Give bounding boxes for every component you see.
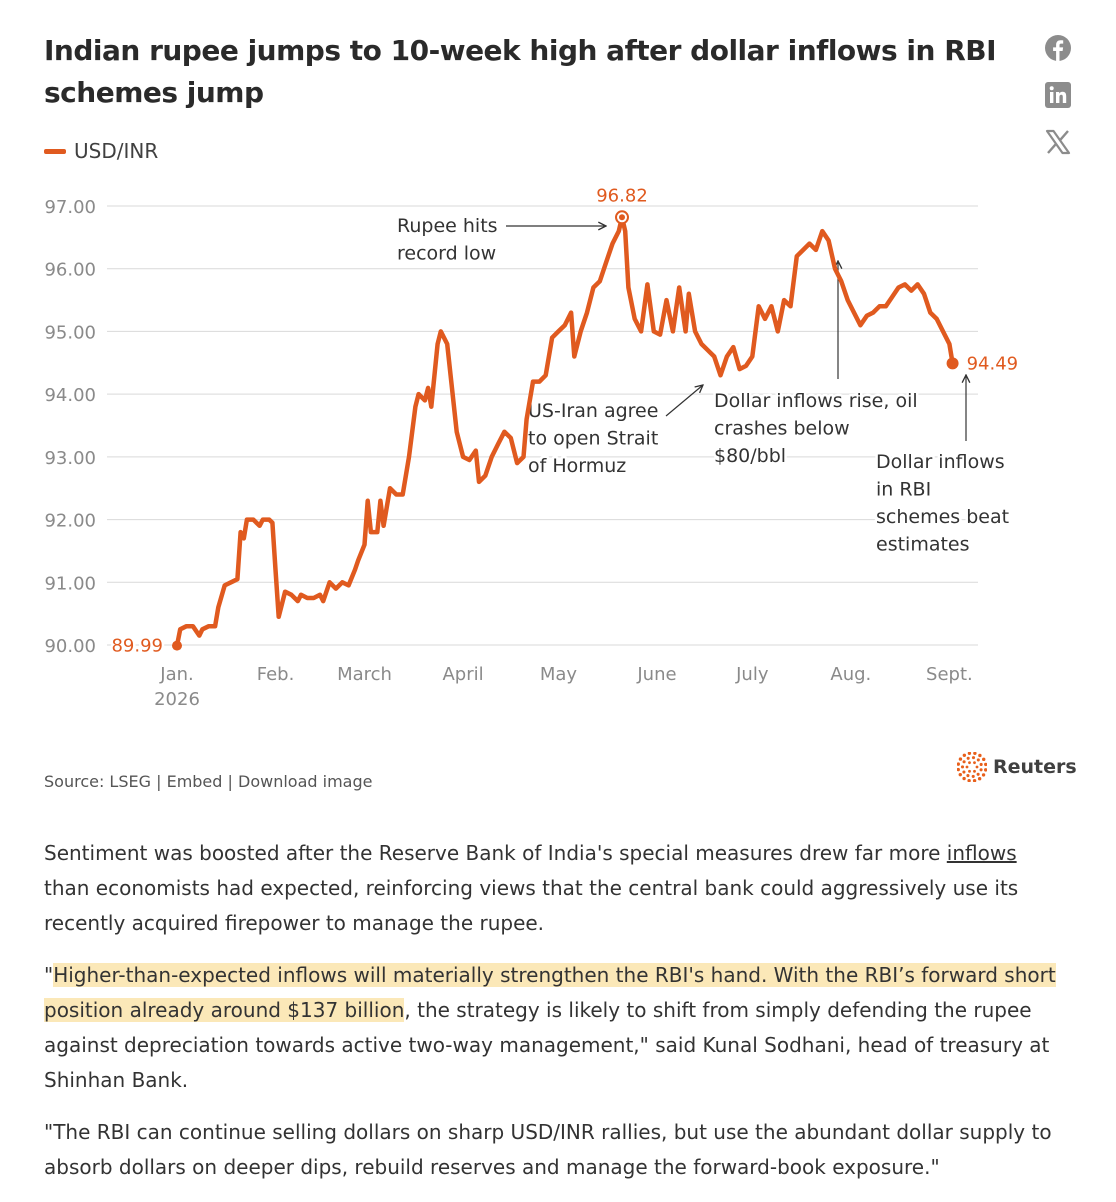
reuters-dot bbox=[975, 765, 979, 769]
y-tick-label: 94.00 bbox=[44, 385, 96, 406]
inflows-link[interactable]: inflows bbox=[946, 841, 1017, 865]
embed-link[interactable]: Embed bbox=[166, 772, 223, 791]
reuters-dot bbox=[973, 769, 976, 773]
annotation-oil-line: Dollar inflows rise, oil bbox=[714, 390, 918, 412]
x-tick-label: Aug. bbox=[830, 664, 871, 685]
reuters-dot bbox=[984, 768, 987, 772]
annotation-rbi-schemes-line: Dollar inflows bbox=[876, 451, 1005, 473]
reuters-dot bbox=[973, 761, 976, 765]
reuters-dot bbox=[971, 756, 976, 760]
source-label: Source: LSEG | bbox=[44, 772, 162, 791]
paragraph-2-end: , the strategy is likely to shift from s… bbox=[44, 998, 1050, 1092]
reuters-dot bbox=[978, 753, 982, 758]
paragraph-2-start: " bbox=[44, 963, 54, 987]
reuters-logo: Reuters bbox=[957, 752, 1077, 782]
x-tick-label: Jan. bbox=[159, 664, 193, 685]
annotation-rbi-schemes-line: estimates bbox=[876, 534, 970, 556]
reuters-dot bbox=[984, 762, 987, 767]
annotation-oil-line: crashes below bbox=[714, 418, 850, 440]
annotation-hormuz-arrow bbox=[665, 385, 703, 417]
article-title: Indian rupee jumps to 10-week high after… bbox=[44, 34, 997, 109]
reuters-dot bbox=[962, 760, 966, 764]
y-tick-label: 97.00 bbox=[44, 197, 96, 218]
y-tick-label: 92.00 bbox=[44, 511, 96, 532]
y-tick-label: 96.00 bbox=[44, 260, 96, 281]
x-tick-label: June bbox=[636, 664, 676, 685]
reuters-dot bbox=[982, 757, 986, 762]
reuters-dot bbox=[960, 765, 965, 769]
reuters-dot bbox=[976, 772, 980, 776]
reuters-wordmark: Reuters bbox=[993, 756, 1077, 778]
download-image-link[interactable]: | Download image bbox=[227, 772, 373, 791]
reuters-dot bbox=[957, 762, 960, 766]
reuters-dot bbox=[968, 769, 971, 773]
reuters-dot bbox=[966, 756, 970, 760]
annotation-rbi-schemes-line: schemes beat bbox=[876, 506, 1009, 528]
paragraph-2: "Higher-than-expected inflows will mater… bbox=[44, 958, 1064, 1098]
x-tick-label: July bbox=[735, 664, 769, 685]
annotation-record-low-line: record low bbox=[397, 243, 496, 265]
annotation-hormuz-line: to open Strait bbox=[528, 428, 658, 450]
legend-label: USD/INR bbox=[74, 139, 159, 163]
x-tick-label: Sept. bbox=[926, 664, 973, 685]
paragraph-1-start: Sentiment was boosted after the Reserve … bbox=[44, 841, 947, 865]
start-point-marker bbox=[172, 640, 182, 651]
reuters-dot bbox=[957, 767, 960, 772]
y-tick-label: 95.00 bbox=[44, 322, 96, 343]
chart-legend: USD/INR bbox=[44, 139, 158, 163]
linkedin-share-button[interactable] bbox=[1043, 80, 1073, 110]
x-tick-label: May bbox=[540, 664, 578, 685]
end-point-marker bbox=[946, 357, 959, 370]
annotation-hormuz-line: US-Iran agree bbox=[528, 400, 658, 422]
reuters-dot bbox=[962, 776, 966, 781]
paragraph-1-end: than economists had expected, reinforcin… bbox=[44, 876, 1019, 935]
chart-source: Source: LSEG | Embed | Download image bbox=[44, 772, 372, 791]
paragraph-1: Sentiment was boosted after the Reserve … bbox=[44, 836, 1064, 941]
reuters-dot bbox=[979, 762, 983, 767]
facebook-share-button[interactable] bbox=[1043, 33, 1073, 63]
y-tick-label: 93.00 bbox=[44, 448, 96, 469]
paragraph-3: "The RBI can continue selling dollars on… bbox=[44, 1120, 1052, 1179]
reuters-dot bbox=[977, 777, 982, 781]
reuters-dot bbox=[971, 774, 975, 778]
reuters-dot bbox=[962, 770, 966, 774]
reuters-dot bbox=[968, 761, 971, 765]
reuters-dot bbox=[958, 757, 963, 761]
x-tick-label: March bbox=[337, 664, 392, 685]
reuters-dot bbox=[981, 773, 986, 777]
linkedin-icon bbox=[1045, 82, 1071, 108]
peak-point-dot bbox=[619, 214, 625, 221]
article-body: Sentiment was boosted after the Reserve … bbox=[44, 836, 1064, 1202]
annotation-rbi-schemes-line: in RBI bbox=[876, 479, 931, 501]
reuters-dot bbox=[967, 752, 972, 755]
x-tick-label: Feb. bbox=[257, 664, 295, 685]
reuters-dot bbox=[973, 752, 977, 755]
y-tick-label: 90.00 bbox=[44, 636, 96, 657]
reuters-dot bbox=[972, 779, 977, 782]
annotation-oil-line: $80/bbl bbox=[714, 445, 786, 467]
facebook-icon bbox=[1045, 35, 1071, 61]
peak-value-label: 96.82 bbox=[596, 185, 648, 206]
x-tick-year-label: 2026 bbox=[154, 689, 200, 710]
annotation-record-low-line: Rupee hits bbox=[397, 215, 498, 237]
reuters-dot bbox=[979, 768, 983, 772]
usd-inr-chart: 90.00 91.00 92.00 93.00 94.00 95.00 96.00 97.00… bbox=[44, 183, 1020, 710]
reuters-dot bbox=[976, 758, 980, 762]
x-icon bbox=[1045, 129, 1071, 155]
start-value-label: 89.99 bbox=[111, 636, 163, 657]
legend-swatch bbox=[44, 148, 66, 154]
x-share-button[interactable] bbox=[1043, 127, 1073, 157]
usd-inr-series-line bbox=[174, 215, 955, 648]
reuters-dot bbox=[958, 772, 962, 777]
x-tick-label: April bbox=[442, 664, 483, 685]
y-tick-label: 91.00 bbox=[44, 573, 96, 594]
end-value-label: 94.49 bbox=[967, 353, 1019, 374]
reuters-dot bbox=[966, 774, 970, 778]
reuters-dots-icon bbox=[957, 752, 987, 782]
reuters-dot bbox=[962, 753, 967, 757]
reuters-dot bbox=[965, 765, 969, 769]
reuters-dot bbox=[967, 779, 971, 782]
annotation-hormuz-line: of Hormuz bbox=[528, 455, 626, 477]
